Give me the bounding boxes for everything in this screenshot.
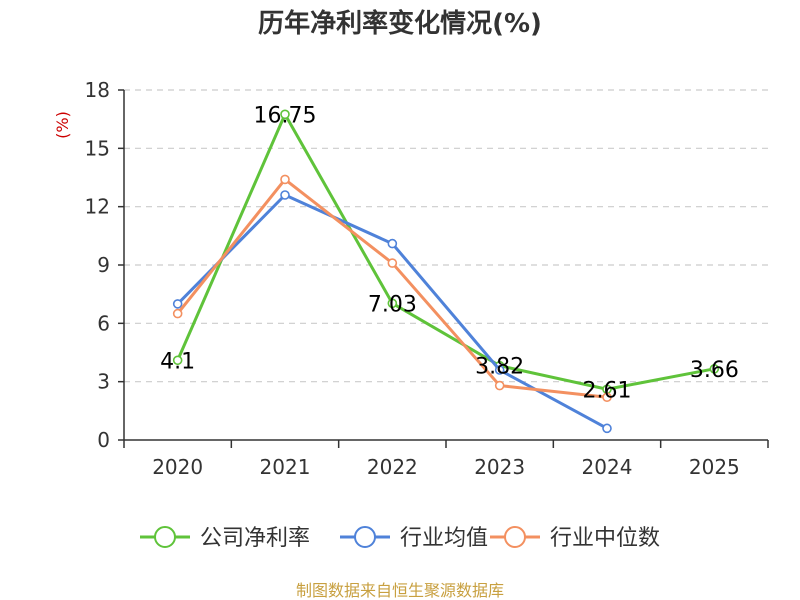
legend-marker-icon	[504, 526, 526, 548]
series-2-point	[280, 174, 290, 185]
series-1-point	[387, 238, 398, 249]
series-2-point	[494, 380, 505, 391]
legend-label: 公司净利率	[200, 526, 310, 551]
legend: 公司净利率 行业均值 行业中位数	[140, 526, 660, 551]
y-tick-label: 12	[85, 195, 110, 219]
source-note: 制图数据来自恒生聚源数据库	[296, 581, 504, 600]
x-tick-label: 2024	[582, 455, 633, 479]
legend-item-0[interactable]: 公司净利率	[140, 526, 310, 551]
x-tick-label: 2020	[152, 455, 203, 479]
y-tick-label: 9	[97, 253, 110, 277]
y-tick-label: 6	[97, 311, 110, 335]
legend-label: 行业均值	[400, 526, 488, 551]
x-tick-label: 2022	[367, 455, 418, 479]
x-tick-label: 2025	[689, 455, 740, 479]
legend-item-1[interactable]: 行业均值	[340, 526, 488, 551]
series-2-point	[387, 258, 398, 268]
data-label: 7.03	[368, 292, 417, 317]
data-label: 3.66	[690, 358, 739, 383]
x-tick-label: 2021	[260, 455, 311, 479]
series-1-point	[172, 299, 183, 309]
series-0-point	[280, 109, 290, 120]
grid-lines	[124, 89, 768, 383]
x-tick-label: 2023	[474, 455, 525, 479]
series-0-point	[172, 355, 183, 366]
legend-item-2[interactable]: 行业中位数	[490, 526, 660, 551]
series-1-point	[602, 423, 612, 434]
series-1-point	[280, 190, 290, 200]
series-0-point	[709, 364, 720, 374]
y-axis-unit-label: (%)	[53, 111, 72, 139]
data-label: 3.82	[475, 355, 524, 380]
y-tick-label: 18	[85, 78, 110, 102]
y-tick-label: 3	[97, 370, 110, 394]
y-tick-label: 0	[97, 428, 110, 452]
series-2-point	[172, 308, 183, 319]
data-label: 2.61	[583, 378, 632, 403]
data-labels: 4.1 16.75 7.03 3.82 2.61 3.66	[160, 103, 739, 403]
legend-marker-icon	[154, 526, 176, 548]
legend-marker-icon	[354, 526, 376, 548]
series-0-point	[387, 298, 398, 309]
y-tick-label: 15	[85, 136, 110, 160]
legend-label: 行业中位数	[550, 526, 660, 551]
series-line-0	[176, 112, 716, 391]
data-label: 4.1	[160, 349, 195, 374]
chart-title: 历年净利率变化情况(%)	[258, 8, 542, 39]
series-group	[172, 109, 720, 434]
series-2-point	[602, 392, 612, 403]
axes: 0 3 6 9 12 15 18 2020 2021 2022 2023 2024 2025	[85, 78, 769, 479]
series-1-point	[494, 365, 505, 375]
data-label: 16.75	[254, 103, 317, 128]
